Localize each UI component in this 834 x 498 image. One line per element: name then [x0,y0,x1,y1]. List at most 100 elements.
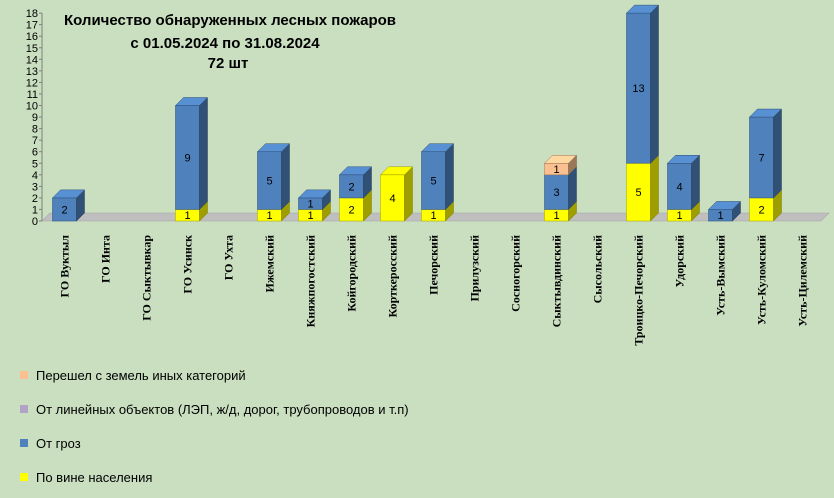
data-label: 2 [348,204,354,216]
title-line-2: с 01.05.2024 по 31.08.2024 [130,35,320,52]
bar-segment [544,166,577,211]
x-category-label: Сосногорский [509,235,523,312]
data-label: 3 [553,187,559,199]
x-category-label: Койгородский [345,235,359,312]
legend-item: От линейных объектов (ЛЭП, ж/д, дорог, т… [20,402,409,417]
bar-front [380,174,405,222]
bar-top [174,97,209,106]
x-category-label: Усть-Цилемский [796,235,810,327]
y-tick-label: 7 [32,135,38,147]
data-label: 7 [758,152,764,164]
bar-stack [338,166,373,222]
bar-segment [51,189,86,222]
y-tick-label: 16 [26,31,38,43]
x-category-label: Прилузский [468,235,482,302]
legend-item: По вине населения [20,470,152,485]
legend-label: По вине населения [36,470,152,485]
bar-stack [420,143,455,222]
bar-stack [666,154,701,222]
x-category-label: ГО Вуктыл [58,235,72,298]
bar-stack [707,200,742,222]
y-tick-label: 0 [32,216,38,228]
data-label: 4 [676,181,682,193]
legend-swatch [20,405,28,413]
bar-top [297,189,332,199]
bar-segment [707,200,742,222]
bar-segment [379,166,414,222]
legend-label: От гроз [36,436,81,451]
legend-label: От линейных объектов (ЛЭП, ж/д, дорог, т… [36,402,409,417]
bar-segment [625,4,660,164]
chart-title: Количество обнаруженных лесных пожаров с… [64,12,396,72]
bar-stack [51,189,86,222]
y-tick-label: 15 [26,43,38,55]
bar-segment [420,143,455,211]
bar-front [257,151,282,210]
data-label: 5 [635,187,641,199]
bar-stack [379,166,414,222]
y-tick-label: 9 [32,112,38,124]
x-category-label: ГО Ухта [222,235,236,280]
bar-segment [748,108,783,199]
legend-label: Перешел с земель иных категорий [36,368,246,383]
bar-segment [257,200,290,222]
data-label: 1 [553,210,559,222]
bar-side [404,166,413,222]
data-label: 2 [61,204,67,216]
data-label: 1 [184,210,190,222]
title-line-3: 72 шт [208,55,249,72]
legend-swatch [20,439,28,447]
bar-side [281,143,290,211]
x-category-label: Усть-Вымский [714,235,728,316]
bar-segment [339,189,372,222]
data-label: 2 [348,181,354,193]
x-category-label: Печорский [427,235,441,295]
bar-top [256,143,291,152]
bars [51,4,783,222]
bar-top [543,155,578,164]
bar-stack [543,154,578,222]
x-category-label: ГО Усинск [181,235,195,294]
y-tick-label: 11 [27,89,38,101]
x-category-label: ГО Инта [99,235,113,283]
y-tick-label: 6 [32,147,38,159]
bar-side [650,154,659,222]
y-tick-label: 5 [32,158,38,170]
bar-stack [748,108,783,222]
bar-top [707,201,742,210]
data-label: 9 [184,152,190,164]
bar-segment [256,143,291,211]
bar-front [175,105,200,210]
bar-side [773,108,782,199]
y-tick-label: 1 [32,204,38,216]
data-label: 1 [717,210,723,222]
bar-side [199,96,208,211]
data-label: 5 [266,176,272,188]
bar-segment [749,189,782,222]
bar-side [691,154,700,211]
x-category-label: Усть-Куломский [755,235,769,325]
bar-segment [338,166,373,199]
y-tick-label: 3 [32,181,38,193]
legend-swatch [20,371,28,379]
y-tick-label: 12 [26,77,38,89]
bar-segment [174,96,209,211]
legend: Перешел с земель иных категорий От линейн… [20,368,409,485]
data-label: 4 [389,193,395,205]
data-label: 1 [266,210,272,222]
data-label: 13 [632,83,644,95]
data-label: 1 [676,210,682,222]
legend-swatch [20,473,28,481]
bar-top [748,108,783,118]
data-label: 1 [553,164,559,176]
bar-top [338,166,373,176]
y-tick-label: 4 [32,170,38,182]
x-axis-categories: ГО Вуктыл ГО Инта ГО Сыктывкар ГО Усинск ГО … [58,235,810,346]
x-category-label: Сысольский [591,235,605,303]
bar-stack [297,189,332,222]
y-tick-label: 8 [32,124,38,136]
y-tick-label: 14 [26,54,38,66]
